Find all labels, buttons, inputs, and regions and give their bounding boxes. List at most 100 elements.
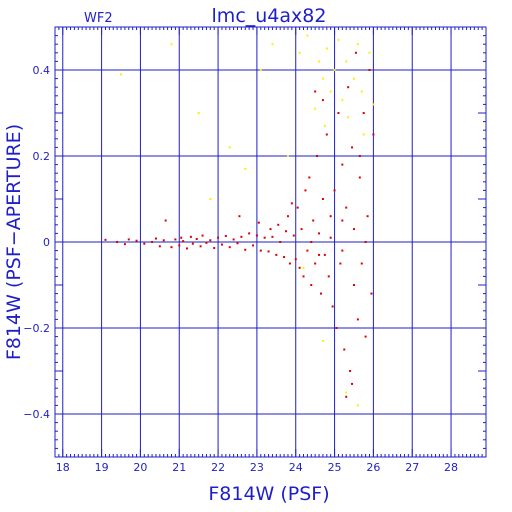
data-point [248, 232, 251, 235]
data-point [257, 221, 260, 224]
data-point [352, 284, 355, 286]
data-point [116, 241, 119, 243]
chart-title: lmc_u4ax82 [212, 5, 327, 27]
data-point [238, 215, 241, 218]
data-point [127, 238, 130, 241]
data-point [182, 240, 185, 243]
outlier-point [228, 146, 231, 149]
data-point [199, 245, 202, 248]
data-point [314, 90, 317, 93]
data-point [331, 305, 334, 308]
data-point [283, 256, 286, 259]
data-point [351, 382, 354, 385]
outlier-point [345, 60, 348, 63]
data-point [364, 335, 367, 338]
data-point [275, 253, 278, 256]
outlier-point [323, 124, 326, 127]
data-point [224, 234, 227, 237]
x-tick-label: 19 [95, 461, 109, 474]
x-tick-label: 25 [328, 461, 342, 474]
x-tick-label: 24 [289, 461, 303, 474]
outlier-point [170, 43, 173, 46]
outlier-point [356, 404, 359, 407]
data-point [318, 232, 321, 235]
data-point [294, 258, 297, 261]
data-point [354, 51, 357, 54]
outlier-point [318, 60, 321, 63]
data-point [298, 266, 301, 269]
data-point [174, 238, 177, 241]
data-point [306, 249, 309, 252]
outlier-point [286, 155, 289, 157]
y-axis-label: F814W (PSF−APERTURE) [3, 124, 25, 360]
data-point [170, 246, 173, 249]
data-point [162, 239, 165, 242]
data-point [123, 243, 126, 246]
data-point [366, 215, 369, 218]
data-point [279, 241, 282, 243]
data-point [318, 253, 321, 256]
outlier-point [244, 167, 247, 170]
data-point [339, 262, 342, 265]
x-tick-label: 26 [366, 461, 380, 474]
grid-lines [55, 27, 486, 457]
data-point [285, 230, 288, 233]
outlier-point [314, 107, 317, 110]
data-point [255, 234, 258, 237]
data-point [104, 238, 107, 241]
outlier-point [120, 73, 123, 76]
data-point [288, 262, 291, 265]
data-point [236, 242, 239, 245]
data-point [154, 237, 157, 240]
outlier-point [362, 133, 365, 136]
data-point [329, 236, 332, 239]
y-tick-label: −0.2 [23, 322, 50, 335]
data-point [329, 215, 332, 218]
data-point [269, 228, 272, 231]
data-point [286, 215, 289, 218]
y-tick-label: 0.4 [33, 64, 51, 77]
data-point [314, 262, 317, 265]
data-point [135, 239, 138, 242]
data-point [347, 86, 350, 89]
data-point [368, 69, 371, 71]
data-point [349, 370, 352, 372]
outlier-point [360, 90, 363, 93]
data-point [209, 239, 212, 242]
data-point [304, 189, 307, 192]
x-tick-label: 28 [444, 461, 458, 474]
outlier-point [197, 112, 200, 114]
data-point [201, 234, 204, 237]
data-point [252, 244, 255, 247]
data-point [143, 242, 146, 245]
data-point [345, 395, 348, 398]
outlier-point [321, 77, 324, 80]
data-point [213, 247, 216, 250]
outlier-point [329, 90, 332, 93]
outlier-point [341, 99, 344, 102]
data-point [323, 253, 326, 256]
data-point [310, 241, 313, 243]
data-point [232, 238, 235, 241]
data-point [308, 176, 311, 179]
data-point [351, 146, 354, 149]
data-point [195, 237, 198, 240]
data-point [358, 155, 361, 157]
outlier-point [372, 103, 375, 106]
y-tick-label: 0 [43, 236, 50, 249]
points-layer [104, 34, 375, 407]
data-point [310, 284, 313, 286]
data-point [217, 236, 220, 239]
data-point [319, 292, 322, 295]
data-point [220, 243, 223, 246]
data-point [267, 250, 270, 253]
data-point [186, 247, 189, 250]
outlier-point [271, 43, 274, 46]
outlier-point [321, 339, 324, 342]
data-point [321, 99, 324, 102]
data-point [333, 189, 336, 192]
outlier-point [209, 198, 212, 200]
data-point [158, 245, 161, 248]
data-point [327, 275, 330, 278]
data-point [321, 198, 324, 200]
